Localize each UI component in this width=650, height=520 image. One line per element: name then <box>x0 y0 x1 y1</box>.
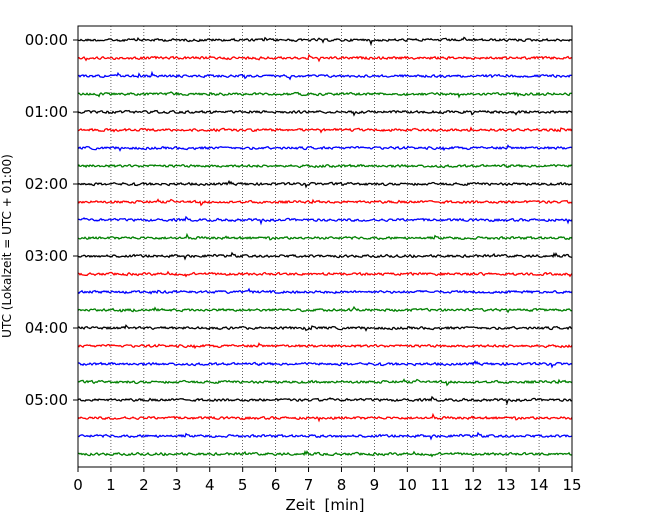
trace-line <box>77 163 573 169</box>
trace-line <box>77 431 573 441</box>
trace-line <box>77 198 573 207</box>
plot-frame <box>77 25 573 468</box>
x-tick-label: 14 <box>530 476 549 494</box>
x-tick-label: 8 <box>337 476 347 494</box>
y-tick-label: 04:00 <box>25 319 68 337</box>
x-tick-label: 11 <box>431 476 450 494</box>
trace-line <box>77 144 573 152</box>
y-axis-label: UTC (Lokalzeit = UTC + 01:00) <box>0 154 14 338</box>
trace-line <box>77 215 573 226</box>
trace-group <box>77 36 573 458</box>
trace-line <box>77 91 573 99</box>
x-tick-label: 15 <box>562 476 581 494</box>
y-tick-label: 02:00 <box>25 175 68 193</box>
trace-line <box>77 449 573 458</box>
x-tick-label: 4 <box>205 476 215 494</box>
x-tick-label: 9 <box>370 476 380 494</box>
trace-line <box>77 36 573 47</box>
x-tick-label: 1 <box>106 476 116 494</box>
trace-line <box>77 53 573 63</box>
y-tick-label: 05:00 <box>25 391 68 409</box>
trace-line <box>77 412 573 423</box>
trace-line <box>77 395 572 406</box>
trace-line <box>77 324 573 332</box>
trace-line <box>77 305 573 314</box>
x-tick-label: 0 <box>73 476 83 494</box>
trace-line <box>77 126 573 134</box>
trace-line <box>77 270 573 278</box>
trace-line <box>77 109 573 117</box>
x-tick-label: 7 <box>304 476 314 494</box>
y-tick-label: 01:00 <box>25 103 68 121</box>
trace-line <box>77 342 573 350</box>
x-tick-label: 13 <box>497 476 516 494</box>
x-tick-label: 3 <box>172 476 182 494</box>
x-tick-label: 5 <box>238 476 248 494</box>
x-axis-label: Zeit [min] <box>285 496 364 514</box>
y-tick-label: 03:00 <box>25 247 68 265</box>
trace-line <box>77 70 573 81</box>
x-axis: 0 1 2 3 4 5 6 7 8 9 10 11 12 13 14 15 <box>73 467 582 494</box>
trace-line <box>77 287 573 295</box>
trace-line <box>77 179 573 189</box>
x-tick-label: 12 <box>464 476 483 494</box>
x-tick-label: 6 <box>271 476 281 494</box>
trace-line <box>77 378 573 387</box>
trace-line <box>77 232 573 241</box>
y-axis: 00:00 01:00 02:00 03:00 04:00 05:00 <box>25 31 78 409</box>
trace-line <box>77 359 573 369</box>
x-tick-label: 2 <box>139 476 149 494</box>
y-tick-label: 00:00 <box>25 31 68 49</box>
x-tick-label: 10 <box>398 476 417 494</box>
trace-line <box>77 251 573 261</box>
